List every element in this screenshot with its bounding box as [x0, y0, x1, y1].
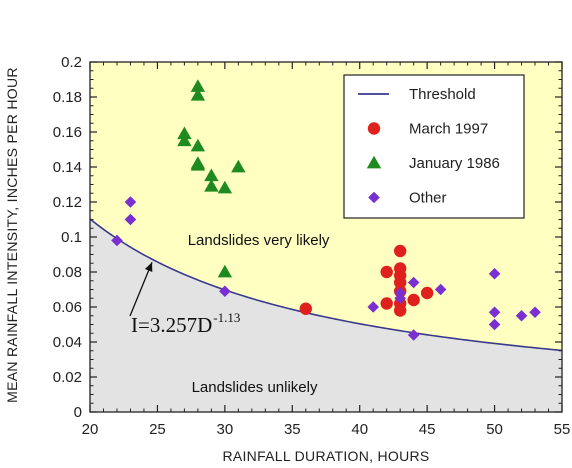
point-diamond — [407, 329, 420, 341]
y-tick-label: 0.18 — [53, 89, 82, 106]
point-diamond — [219, 285, 231, 298]
point-diamond — [488, 318, 501, 331]
y-tick-label: 0.1 — [61, 229, 82, 246]
x-tick-label: 25 — [149, 421, 166, 438]
legend-label: Other — [409, 190, 447, 207]
y-tick-label: 0.12 — [53, 194, 82, 211]
y-tick-label: 0.16 — [53, 124, 82, 141]
point-circle — [393, 244, 407, 258]
point-diamond — [488, 306, 501, 319]
point-triangle — [204, 168, 219, 182]
threshold-equation: I=3.257D -1.13 — [129, 261, 240, 337]
point-diamond — [515, 309, 528, 322]
point-diamond — [488, 267, 501, 280]
region-label-unlikely: Landslides unlikely — [192, 379, 318, 396]
point-circle — [380, 265, 393, 279]
point-triangle — [190, 156, 206, 169]
point-triangle — [190, 138, 206, 152]
y-axis: 0 0.02 0.04 0.06 0.08 0.1 0.12 0.14 0.16 0.18 0.2 — [53, 54, 562, 421]
series-diamond — [111, 196, 541, 341]
x-tick-label: 45 — [419, 421, 436, 438]
point-triangle — [177, 133, 192, 147]
point-diamond — [111, 234, 123, 247]
equation-arrow — [129, 261, 153, 317]
y-tick-label: 0.14 — [53, 159, 82, 176]
legend-item: Threshold — [358, 86, 476, 103]
legend: Threshold March 1997 January 1986 Other — [343, 74, 525, 219]
point-diamond — [124, 213, 137, 226]
point-triangle — [217, 180, 233, 194]
legend-swatch — [368, 191, 380, 204]
x-tick-label: 40 — [351, 421, 368, 438]
y-axis-title: MEAN RAINFALL INTENSITY, INCHES PER HOUR — [4, 67, 20, 403]
y-tick-label: 0.04 — [53, 334, 82, 351]
x-tick-label: 50 — [486, 421, 503, 438]
legend-label: March 1997 — [409, 121, 488, 138]
point-circle — [407, 293, 420, 307]
data-points — [111, 79, 541, 341]
point-diamond — [394, 292, 406, 305]
legend-label: Threshold — [409, 86, 476, 103]
x-tick-label: 30 — [217, 421, 234, 438]
legend-swatch — [367, 122, 381, 135]
point-diamond — [407, 276, 420, 289]
legend-swatch — [366, 155, 382, 169]
threshold-curve — [89, 218, 563, 352]
y-tick-label: 0.06 — [53, 299, 82, 316]
point-circle — [393, 276, 407, 289]
point-triangle — [177, 126, 192, 140]
point-triangle — [190, 79, 206, 92]
legend-item: March 1997 — [367, 121, 488, 138]
point-triangle — [217, 264, 233, 278]
point-diamond — [434, 283, 447, 296]
equation-exponent: -1.13 — [213, 310, 240, 325]
point-circle — [393, 304, 407, 317]
x-axis-title: RAINFALL DURATION, HOURS — [222, 448, 429, 464]
x-tick-label: 35 — [284, 421, 301, 438]
point-circle — [380, 297, 393, 310]
region-label-likely: Landslides very likely — [188, 232, 330, 249]
legend-item: January 1986 — [366, 155, 500, 172]
y-tick-label: 0.2 — [61, 54, 82, 71]
equation-arrow-head — [144, 262, 153, 273]
point-triangle — [231, 159, 246, 173]
y-tick-label: 0.02 — [53, 369, 82, 386]
point-diamond — [124, 196, 137, 208]
point-circle — [420, 286, 434, 300]
series-triangle — [177, 79, 246, 278]
equation-text: I=3.257D — [131, 313, 212, 337]
y-tick-label: 0 — [74, 404, 82, 421]
legend-item: Other — [368, 190, 447, 207]
point-triangle — [190, 88, 206, 101]
point-circle — [299, 302, 312, 315]
x-tick-label: 20 — [82, 421, 99, 438]
point-diamond — [529, 306, 541, 319]
point-diamond — [367, 301, 379, 313]
x-axis: 20 25 30 35 40 45 50 55 — [82, 62, 571, 438]
point-triangle — [204, 179, 219, 192]
x-tick-label: 55 — [554, 421, 571, 438]
legend-label: January 1986 — [409, 155, 500, 172]
y-tick-label: 0.08 — [53, 264, 82, 281]
region-below-fill — [90, 218, 562, 412]
